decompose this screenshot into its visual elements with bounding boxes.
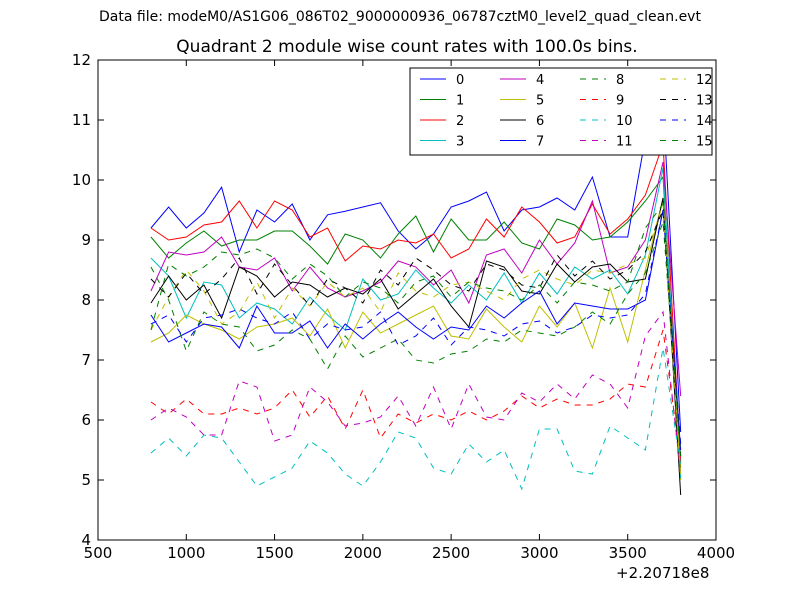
x-tick-label: 4000 <box>697 544 735 562</box>
series-line-12 <box>150 203 682 481</box>
legend-label-14: 14 <box>696 114 713 129</box>
series-line-7 <box>150 209 682 451</box>
series-line-1 <box>150 175 682 469</box>
legend-label-1: 1 <box>456 94 464 109</box>
legend-label-4: 4 <box>536 73 544 88</box>
axis-ticks: 500 1000 1500 2000 2500 3000 3500 4000456789101… <box>72 51 735 562</box>
series-line-13 <box>150 209 682 457</box>
y-tick-label: 11 <box>72 111 91 129</box>
series-line-4 <box>150 161 682 397</box>
y-tick-label: 7 <box>81 351 91 369</box>
series-line-15 <box>150 202 682 460</box>
legend-label-9: 9 <box>616 94 624 109</box>
x-offset-label: +2.20718e8 <box>616 564 710 582</box>
series-line-10 <box>150 347 682 491</box>
x-tick-label: 1500 <box>255 544 293 562</box>
series-line-9 <box>150 329 682 463</box>
y-tick-label: 4 <box>81 531 91 549</box>
legend-label-0: 0 <box>456 73 464 88</box>
legend-label-13: 13 <box>696 94 713 109</box>
x-tick-label: 1000 <box>167 544 205 562</box>
y-tick-label: 9 <box>81 231 91 249</box>
y-tick-label: 12 <box>72 51 91 69</box>
x-tick-label: 2000 <box>344 544 382 562</box>
y-tick-label: 8 <box>81 291 91 309</box>
chart-title: Quadrant 2 module wise count rates with … <box>176 37 638 57</box>
y-tick-label: 10 <box>72 171 91 189</box>
series-line-6 <box>150 197 682 496</box>
legend-label-8: 8 <box>616 73 624 88</box>
legend-label-7: 7 <box>536 135 544 150</box>
series-line-14 <box>150 209 682 445</box>
x-tick-label: 500 <box>84 544 113 562</box>
series-line-0 <box>150 100 682 433</box>
series-line-5 <box>150 197 682 475</box>
y-tick-label: 6 <box>81 411 91 429</box>
series-line-3 <box>150 167 682 481</box>
legend-label-5: 5 <box>536 94 544 109</box>
legend-label-3: 3 <box>456 135 464 150</box>
series-line-8 <box>150 221 682 457</box>
x-tick-label: 3500 <box>609 544 647 562</box>
x-tick-label: 2500 <box>432 544 470 562</box>
series-line-2 <box>150 143 682 463</box>
legend-label-6: 6 <box>536 114 544 129</box>
legend-label-2: 2 <box>456 114 464 129</box>
series-line-11 <box>150 310 682 475</box>
figure-suptitle: Data file: modeM0/AS1G06_086T02_90000009… <box>99 9 701 25</box>
legend-label-12: 12 <box>696 73 713 88</box>
x-tick-label: 3000 <box>520 544 558 562</box>
legend-label-11: 11 <box>616 135 633 150</box>
series-lines <box>150 100 682 496</box>
y-tick-label: 5 <box>81 471 91 489</box>
legend-label-15: 15 <box>696 135 713 150</box>
legend-label-10: 10 <box>616 114 633 129</box>
